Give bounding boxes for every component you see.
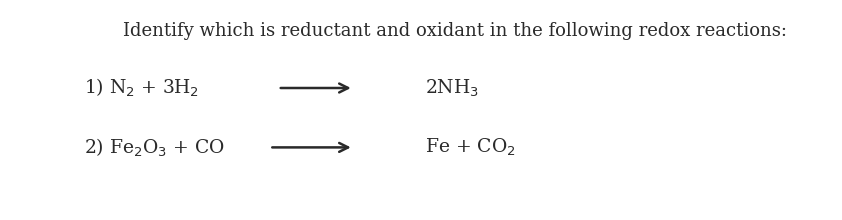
Text: 2NH$_3$: 2NH$_3$ [425,77,479,99]
Text: 2) Fe$_2$O$_3$ + CO: 2) Fe$_2$O$_3$ + CO [84,136,226,159]
Text: Fe + CO$_2$: Fe + CO$_2$ [425,137,516,158]
Text: Identify which is reductant and oxidant in the following redox reactions:: Identify which is reductant and oxidant … [123,22,786,40]
Text: 1) N$_2$ + 3H$_2$: 1) N$_2$ + 3H$_2$ [84,77,200,99]
